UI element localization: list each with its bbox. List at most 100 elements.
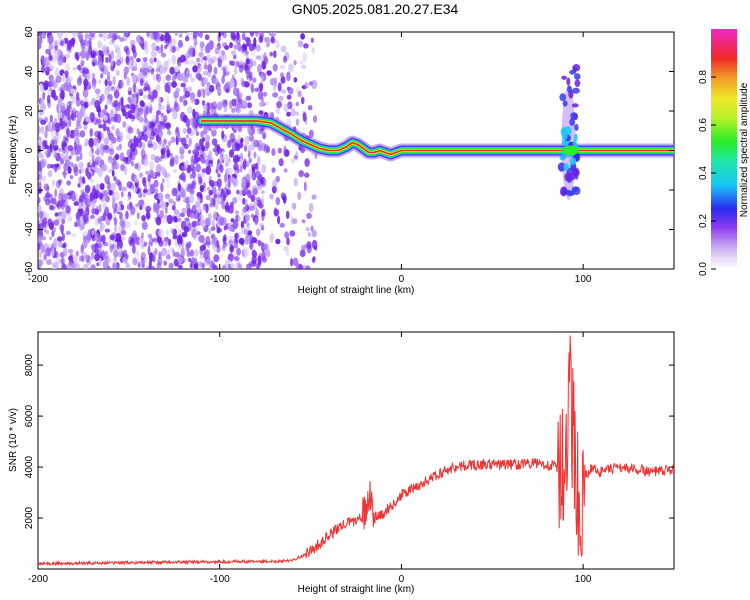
noise-speck: [140, 252, 146, 260]
noise-speck: [70, 262, 76, 269]
noise-speck: [234, 210, 240, 215]
noise-speck: [83, 214, 89, 224]
noise-speck: [142, 158, 149, 167]
noise-speck: [61, 218, 66, 225]
noise-speck: [256, 262, 260, 269]
noise-speck: [199, 193, 203, 204]
noise-speck: [152, 254, 156, 263]
noise-speck: [149, 183, 155, 192]
noise-speck: [77, 32, 83, 40]
noise-speck: [88, 137, 94, 148]
noise-speck: [312, 115, 318, 123]
noise-speck: [147, 65, 153, 71]
noise-speck: [57, 213, 63, 222]
noise-speck: [59, 91, 65, 99]
noise-speck: [107, 155, 113, 164]
noise-speck: [107, 212, 113, 221]
noise-speck: [271, 148, 276, 157]
noise-speck: [195, 151, 200, 157]
noise-speck: [131, 172, 135, 182]
noise-speck: [263, 143, 269, 154]
noise-speck: [75, 118, 81, 127]
noise-speck: [147, 139, 153, 147]
noise-speck: [281, 89, 287, 94]
noise-speck: [213, 254, 220, 263]
noise-speck: [248, 157, 252, 164]
noise-speck: [244, 213, 251, 222]
noise-speck: [109, 148, 115, 156]
noise-speck: [278, 95, 284, 102]
noise-speck: [241, 32, 246, 41]
noise-speck: [97, 245, 102, 256]
noise-speck: [220, 188, 224, 197]
noise-speck: [127, 90, 132, 96]
noise-speck: [190, 77, 195, 83]
noise-speck: [82, 120, 88, 126]
noise-speck: [180, 220, 187, 230]
noise-speck: [113, 191, 120, 201]
noise-speck: [132, 244, 136, 254]
snr-x-tick-label: 100: [575, 574, 592, 585]
noise-speck: [68, 248, 74, 254]
noise-speck: [307, 105, 313, 111]
noise-speck: [241, 80, 248, 88]
noise-speck: [89, 159, 93, 166]
noise-speck: [38, 181, 42, 190]
noise-speck: [174, 65, 180, 73]
noise-speck: [75, 263, 80, 269]
noise-speck: [120, 191, 124, 198]
noise-speck: [298, 170, 305, 178]
noise-speck: [224, 205, 229, 213]
noise-speck: [227, 139, 232, 148]
noise-speck: [157, 137, 162, 145]
noise-speck: [138, 131, 143, 136]
noise-speck: [151, 237, 158, 243]
noise-speck: [68, 75, 74, 82]
noise-speck: [60, 40, 64, 47]
noise-speck: [261, 190, 265, 194]
noise-speck: [272, 92, 279, 98]
noise-speck: [199, 184, 204, 193]
noise-speck: [89, 32, 95, 38]
noise-speck: [194, 98, 200, 106]
noise-speck: [160, 182, 164, 193]
noise-speck: [181, 232, 186, 238]
noise-speck: [67, 40, 72, 51]
noise-speck: [259, 83, 263, 92]
noise-speck: [111, 125, 115, 131]
noise-speck: [131, 86, 136, 91]
noise-speck: [249, 58, 253, 68]
noise-speck: [96, 144, 100, 149]
noise-speck: [180, 82, 186, 88]
noise-speck: [236, 93, 240, 103]
noise-speck: [250, 84, 255, 94]
noise-speck: [179, 212, 185, 218]
noise-speck: [66, 180, 71, 186]
noise-speck: [235, 101, 242, 112]
noise-speck: [210, 197, 216, 206]
noise-speck: [154, 171, 161, 177]
noise-speck: [53, 146, 57, 152]
noise-speck: [99, 193, 103, 200]
noise-speck: [108, 86, 112, 92]
noise-speck: [98, 79, 102, 84]
noise-speck: [125, 221, 131, 229]
noise-speck: [212, 213, 217, 220]
noise-speck: [49, 221, 54, 231]
noise-speck: [164, 193, 171, 200]
noise-speck: [256, 199, 262, 207]
noise-speck: [126, 133, 131, 140]
noise-speck: [219, 164, 224, 173]
noise-speck: [265, 249, 271, 258]
noise-speck: [54, 122, 61, 129]
noise-speck: [176, 210, 181, 220]
noise-speck: [252, 140, 258, 146]
noise-speck: [188, 59, 195, 65]
noise-speck: [251, 246, 257, 251]
noise-speck: [104, 208, 110, 215]
noise-speck: [178, 33, 183, 38]
noise-speck: [151, 94, 155, 101]
noise-speck: [99, 237, 104, 242]
noise-speck: [147, 246, 151, 256]
noise-speck: [50, 130, 56, 140]
